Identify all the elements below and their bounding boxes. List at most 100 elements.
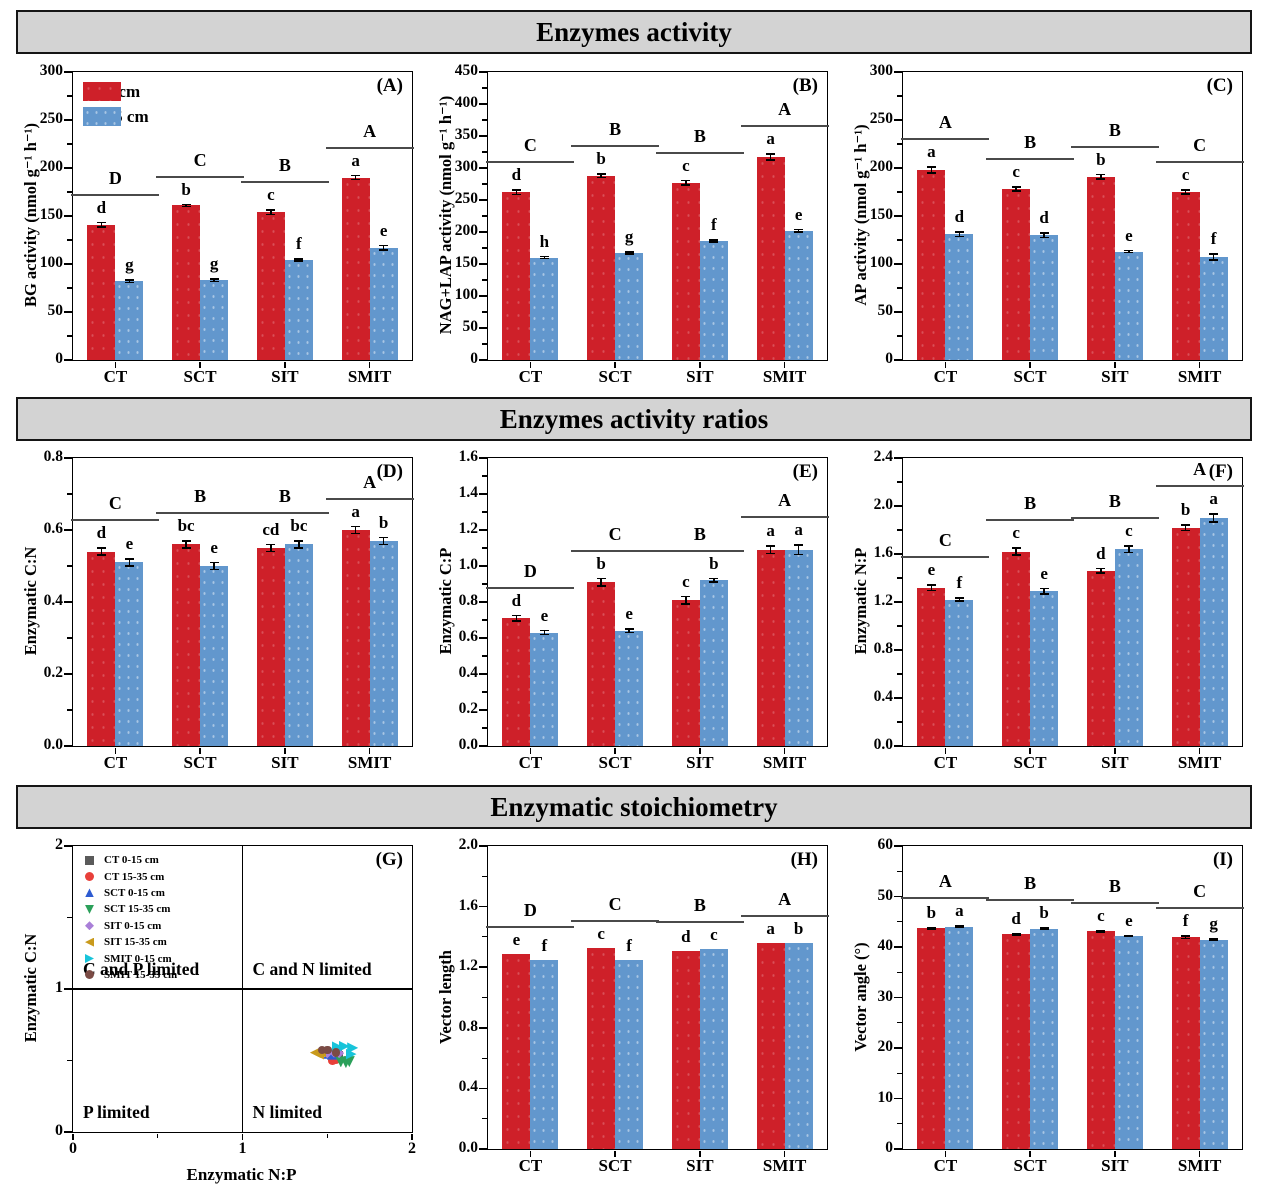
y-tick	[894, 649, 902, 651]
plot-area: 0.0 0.4 0.8 1.2 1.6 2.0 2.4 CT e f C SCT c e B SIT d c B SM…	[874, 448, 1244, 772]
bar-letter: a	[351, 150, 360, 170]
y-tick	[479, 327, 487, 329]
x-tick	[1198, 362, 1201, 368]
y-tick-label: 0.6	[458, 628, 478, 645]
error-cap-bottom	[1011, 554, 1021, 556]
error-cap-bottom	[1039, 236, 1049, 239]
error-bar	[1039, 927, 1049, 931]
y-minor-tick	[482, 183, 487, 185]
error-line	[628, 628, 630, 634]
error-bar	[596, 577, 606, 587]
bar-letter: f	[1182, 911, 1189, 931]
x-category-label: CT	[518, 753, 543, 772]
error-cap-bottom	[96, 226, 106, 228]
bar-letter: a	[766, 521, 775, 541]
y-tick-label: 50	[462, 318, 479, 335]
error-line	[713, 239, 715, 243]
error-bar	[1039, 232, 1049, 239]
error-cap-bottom	[1039, 928, 1049, 931]
y-tick	[479, 601, 487, 603]
error-cap-bottom	[709, 241, 719, 243]
error-cap-bottom	[681, 184, 691, 186]
bar-letter: f	[541, 935, 548, 955]
y-tick	[894, 996, 902, 999]
legend-row: SIT 0-15 cm	[85, 918, 177, 934]
bar-letter: e	[1125, 910, 1133, 930]
bar-letter: e	[1125, 225, 1133, 245]
group-letter: B	[278, 155, 291, 176]
group-significance-line	[486, 586, 575, 589]
bar-0-15cm-CT	[917, 928, 946, 1149]
y-tick-label: 0.0	[458, 736, 478, 753]
section-header-enzymes-activity: Enzymes activity	[16, 10, 1252, 54]
error-bar	[709, 577, 719, 584]
y-minor-tick	[897, 1022, 902, 1024]
bar-letter: b	[596, 553, 606, 573]
bar-letter: e	[210, 537, 218, 557]
bar-letter: b	[926, 902, 937, 922]
bar-letter: a	[1209, 489, 1218, 509]
error-line	[1043, 232, 1045, 239]
x-tick	[783, 362, 786, 368]
legend-marker-triangle-right-icon	[85, 954, 94, 964]
group-letter: B	[693, 523, 706, 544]
bar-letter: h	[539, 231, 550, 251]
group-significance-line	[655, 921, 744, 923]
x-tick-label: 1	[238, 1140, 247, 1157]
y-tick	[479, 1027, 487, 1029]
error-cap-bottom	[1011, 190, 1021, 192]
error-cap-bottom	[1181, 529, 1191, 532]
error-cap-bottom	[1124, 551, 1134, 554]
y-tick-label: 50	[47, 302, 64, 319]
bar-15-35cm-SIT	[699, 949, 728, 1149]
y-tick	[479, 1148, 487, 1150]
y-minor-tick	[482, 547, 487, 549]
group-letter: B	[1024, 132, 1037, 153]
error-line	[185, 203, 187, 208]
y-tick-label: 10	[877, 1088, 894, 1106]
y-tick-label: 0.6	[43, 520, 63, 537]
error-line	[382, 536, 385, 546]
panel-tag: (E)	[792, 461, 818, 482]
y-tick	[894, 1047, 902, 1049]
y-tick-label: 60	[877, 836, 894, 853]
error-cap-bottom	[294, 260, 304, 262]
y-tick-label: 0.0	[873, 736, 893, 753]
error-line	[958, 597, 961, 602]
x-minor-tick	[326, 1134, 328, 1138]
y-tick-label: 1.6	[458, 896, 478, 914]
group-letter: A	[938, 112, 952, 133]
legend-row: CT 15-35 cm	[85, 868, 177, 884]
x-category-label: SMIT	[1177, 367, 1222, 386]
legend-row: CT 0-15 cm	[85, 852, 177, 868]
y-tick-label: 1.6	[458, 448, 478, 465]
error-bar	[926, 926, 936, 930]
y-tick	[64, 673, 72, 675]
bar-0-15cm-CT	[87, 224, 116, 360]
group-significance-line	[901, 138, 990, 141]
y-tick-label: 0.8	[873, 640, 893, 657]
error-cap-bottom	[926, 928, 936, 930]
x-tick	[1198, 748, 1201, 754]
y-minor-tick	[67, 239, 72, 241]
y-tick	[479, 905, 487, 908]
bar-15-35cm-CT	[530, 257, 559, 360]
error-cap-bottom	[1096, 178, 1106, 180]
error-bar	[624, 251, 634, 255]
x-category-label: SMIT	[1177, 753, 1222, 772]
group-letter: B	[194, 486, 207, 507]
error-line	[100, 221, 103, 228]
bar-letter: d	[681, 926, 691, 946]
error-cap-bottom	[379, 543, 389, 546]
legend-row: SCT 15-35 cm	[85, 901, 177, 917]
x-category-label: CT	[518, 367, 543, 386]
y-tick	[479, 529, 487, 531]
error-cap-bottom	[1181, 193, 1191, 195]
error-line	[685, 595, 687, 605]
group-letter: D	[523, 560, 537, 581]
y-minor-tick	[67, 191, 72, 193]
legend-label: SMIT 15-35 cm	[104, 968, 178, 981]
bar-0-15cm-SCT	[172, 544, 201, 746]
bar-15-35cm-SMIT	[1199, 518, 1228, 746]
error-cap-bottom	[1096, 572, 1106, 574]
